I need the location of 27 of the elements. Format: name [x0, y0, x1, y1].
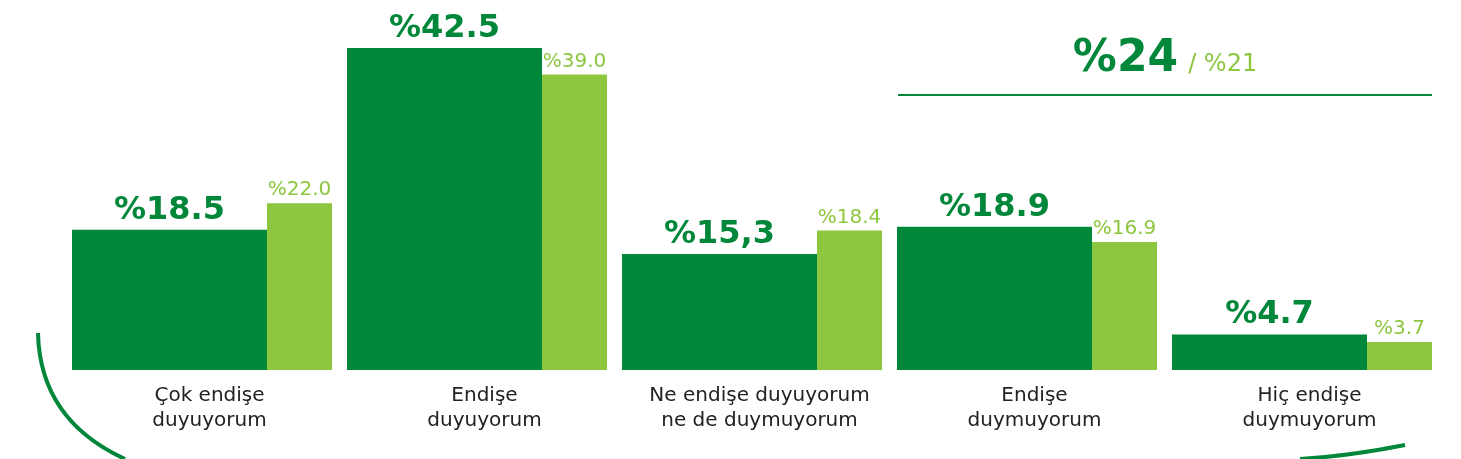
data-label: %18.5 [113, 188, 226, 227]
x-tick-label: Çok endişe duyuyorum [152, 381, 267, 431]
data-label: %16.9 [1092, 214, 1157, 239]
data-label: %42.5 [388, 7, 501, 45]
annotation: / %21 [1188, 49, 1258, 77]
data-label: %3.7 [1374, 314, 1425, 339]
bar [1172, 334, 1367, 370]
bar [267, 203, 332, 370]
bar [1092, 241, 1157, 370]
data-label: %18.9 [938, 185, 1051, 224]
data-label: %4.7 [1225, 293, 1314, 332]
bar [542, 74, 607, 370]
data-label: %22.0 [267, 176, 332, 201]
bar [622, 254, 817, 370]
bar [897, 226, 1092, 370]
data-label: %18.4 [817, 203, 882, 228]
bar [1367, 341, 1432, 370]
data-label: %15,3 [663, 213, 776, 252]
x-tick-label: Endişe duyuyorum [427, 381, 542, 431]
x-tick-label: Ne endişe duyuyorum ne de duymuyorum [649, 381, 870, 431]
bar [817, 230, 882, 370]
data-label: %39.0 [542, 47, 607, 72]
x-tick-label: Hiç endişe duymuyorum [1242, 381, 1377, 431]
x-tick-label: Endişe duymuyorum [967, 381, 1102, 431]
bar [347, 48, 542, 370]
bar [72, 229, 267, 370]
annotation: %24 [1072, 30, 1179, 81]
